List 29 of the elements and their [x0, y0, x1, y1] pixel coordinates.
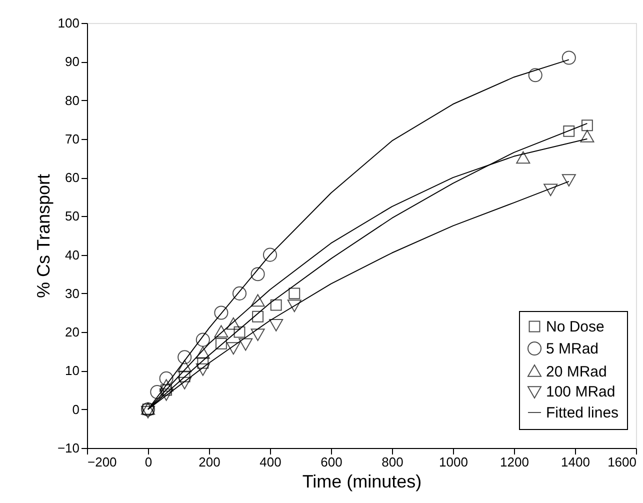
- x-tick-label: 1400: [561, 454, 590, 470]
- y-tick-label: 70: [65, 131, 80, 146]
- legend-label: 5 MRad: [546, 340, 599, 358]
- y-tick-label: 20: [65, 324, 80, 340]
- legend-label: 20 MRad: [546, 364, 607, 380]
- y-tick-label: 80: [65, 92, 80, 108]
- y-tick-label: 60: [65, 170, 80, 186]
- x-tick-label: 1200: [500, 454, 529, 470]
- legend-label: No Dose: [546, 318, 604, 336]
- x-tick-label: 600: [320, 454, 342, 470]
- y-tick-label: 30: [65, 286, 80, 301]
- y-axis-title: % Cs Transport: [33, 174, 54, 298]
- x-tick-label: 800: [382, 454, 404, 470]
- y-tick-label: 40: [65, 247, 80, 262]
- x-axis-title: Time (minutes): [302, 472, 422, 492]
- x-tick-label: 1000: [439, 454, 468, 470]
- x-tick-label: 400: [260, 454, 282, 470]
- x-tick-label: 1600: [608, 454, 636, 470]
- y-tick-label: 0: [72, 402, 80, 417]
- y-tick-label: 100: [58, 16, 80, 30]
- x-tick-label: −200: [88, 454, 117, 470]
- y-tick-label: 10: [65, 363, 80, 378]
- legend-label: 100 MRad: [546, 384, 616, 400]
- x-tick-label: 0: [144, 454, 152, 470]
- x-tick-label: 200: [198, 454, 220, 470]
- y-tick-label: −10: [57, 440, 80, 456]
- legend-label: Fitted lines: [546, 404, 619, 422]
- y-tick-label: 90: [65, 54, 80, 70]
- y-tick-label: 50: [65, 208, 80, 224]
